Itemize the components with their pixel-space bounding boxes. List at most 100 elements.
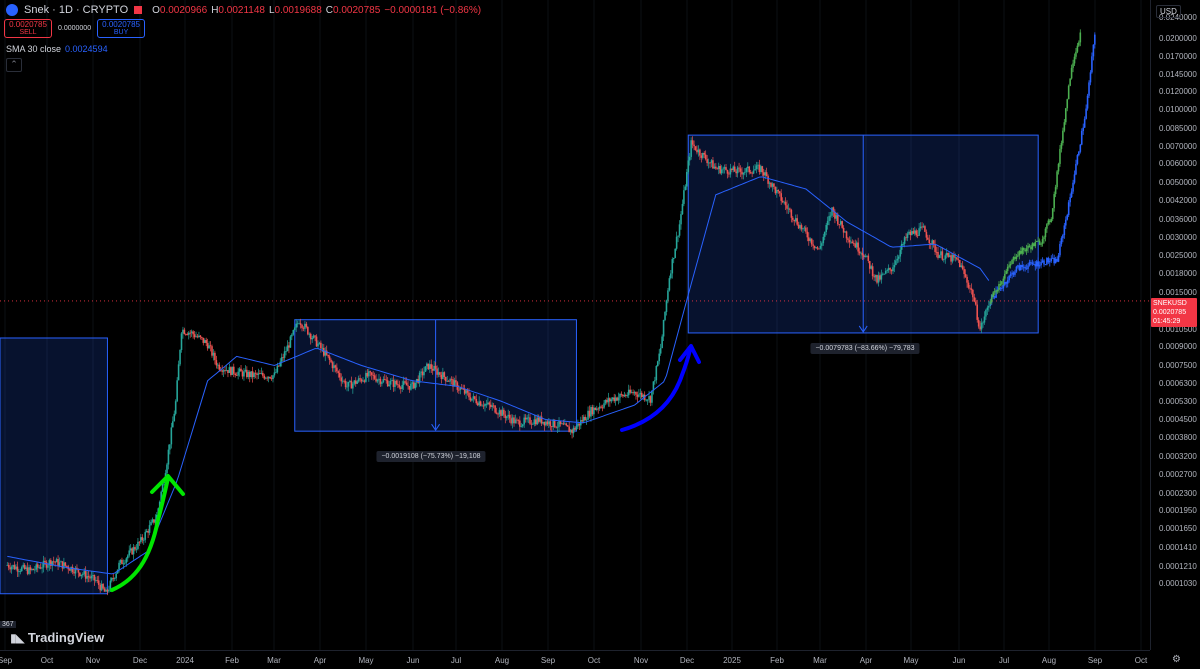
price-tag-timer: 01:45:29 — [1153, 318, 1181, 325]
projection-blue-candle-body — [1047, 258, 1050, 263]
range-box — [0, 337, 108, 595]
candle-body — [343, 380, 345, 382]
ohlc-item: O0.0020966 — [152, 5, 207, 16]
candle-body — [214, 352, 216, 361]
projection-blue-candle-body — [1040, 262, 1042, 266]
candle-body — [450, 379, 453, 381]
time-tick-label: Jul — [450, 656, 462, 665]
candle-body — [899, 249, 902, 257]
candle-body — [539, 416, 541, 422]
candle-body — [215, 360, 218, 366]
chart-plot-area[interactable] — [0, 0, 1150, 650]
candle-body — [352, 383, 354, 389]
candle-body — [909, 231, 912, 236]
projection-green-candle-body — [1018, 251, 1021, 256]
projection-green-candle-body — [1040, 243, 1042, 245]
candle-body — [633, 392, 636, 394]
candle-body — [433, 365, 435, 371]
candle-body — [65, 565, 68, 567]
candle-body — [966, 276, 968, 283]
candle-body — [423, 371, 425, 376]
candle-body — [510, 418, 512, 424]
candle-body — [282, 357, 284, 359]
candle-body — [880, 274, 883, 280]
candle-body — [619, 393, 621, 398]
projection-blue-candle-body — [993, 296, 996, 298]
candle-body — [182, 329, 184, 334]
price-chart[interactable] — [0, 0, 1150, 650]
candle-body — [340, 377, 343, 382]
ohlc-key: H — [211, 4, 219, 16]
price-tick-label: 0.0050000 — [1159, 178, 1197, 188]
candle-body — [487, 402, 489, 404]
candle-body — [632, 392, 634, 394]
candle-body — [947, 252, 949, 257]
symbol-title[interactable]: Snek · 1D · CRYPTO — [24, 4, 129, 16]
candle-body — [379, 378, 382, 384]
candle-body — [754, 169, 756, 171]
candle-body — [556, 426, 559, 428]
candle-body — [373, 375, 376, 379]
candle-body — [630, 392, 633, 394]
projection-blue-candle-body — [1050, 258, 1053, 262]
ohlc-values: O0.0020966 H0.0021148 L0.0019688 C0.0020785… — [152, 5, 481, 16]
candle-body — [408, 386, 411, 390]
candle-body — [588, 410, 591, 417]
sma-legend[interactable]: SMA 30 close 0.0024594 — [6, 44, 108, 54]
price-tick-label: 0.0042000 — [1159, 196, 1197, 205]
buy-button[interactable]: 0.0020785 BUY — [97, 19, 146, 38]
candle-body — [192, 331, 194, 335]
projection-blue-candle-body — [1044, 264, 1047, 266]
candle-body — [90, 575, 93, 579]
time-tick-label: May — [903, 656, 919, 665]
candle-body — [125, 558, 128, 563]
projection-blue-candle-body — [1054, 258, 1057, 264]
candle-body — [572, 427, 575, 434]
collapse-legend-button[interactable]: ⌃ — [6, 58, 22, 72]
candle-body — [31, 568, 33, 571]
candle-body — [523, 417, 525, 425]
projection-green-candle-body — [1034, 241, 1037, 247]
candle-body — [805, 227, 807, 232]
candle-body — [581, 420, 584, 422]
candle-body — [674, 248, 676, 258]
candle-body — [295, 323, 298, 328]
candle-body — [870, 266, 873, 269]
candle-body — [696, 149, 698, 153]
candle-body — [622, 394, 624, 397]
candle-body — [39, 567, 42, 569]
currency-button[interactable]: USD — [1156, 5, 1181, 18]
candle-body — [893, 264, 896, 268]
candle-body — [109, 580, 112, 590]
candle-body — [686, 172, 688, 187]
time-tick-label: 2024 — [176, 656, 194, 665]
tradingview-logo[interactable]: ▮◣ TradingView — [10, 630, 104, 645]
candle-body — [815, 247, 817, 248]
candle-body — [715, 166, 717, 169]
time-tick-label: Sep — [540, 656, 556, 665]
candle-body — [170, 427, 173, 445]
candle-body — [858, 251, 861, 254]
chart-header: Snek · 1D · CRYPTO O0.0020966 H0.0021148 L… — [6, 4, 481, 16]
time-tick-label: May — [358, 656, 374, 665]
sell-button[interactable]: 0.0020785 SELL — [4, 19, 52, 38]
candle-body — [553, 419, 556, 427]
candle-body — [86, 576, 88, 579]
candle-body — [514, 419, 517, 424]
candle-body — [208, 345, 210, 349]
flag-icon[interactable] — [134, 6, 143, 14]
ohlc-value: 0.0020966 — [159, 4, 208, 16]
candle-body — [577, 423, 579, 427]
candle-body — [895, 260, 897, 265]
candle-body — [401, 384, 404, 389]
time-tick-label: Mar — [267, 656, 281, 665]
projection-green-candle-body — [1075, 51, 1077, 57]
time-axis[interactable]: Sep Oct Nov Dec 2024 Feb Mar Apr May Jun Jul Aug Sep… — [0, 650, 1150, 669]
candle-body — [546, 421, 549, 425]
projection-green-candle-body — [1073, 56, 1076, 64]
gear-icon[interactable]: ⚙ — [1172, 654, 1181, 665]
ohlc-value: −0.0000181 (−0.86%) — [384, 4, 482, 16]
price-tick-label: 0.0002700 — [1159, 469, 1197, 479]
projection-green-candle-body — [1003, 273, 1006, 279]
candle-body — [854, 243, 857, 248]
